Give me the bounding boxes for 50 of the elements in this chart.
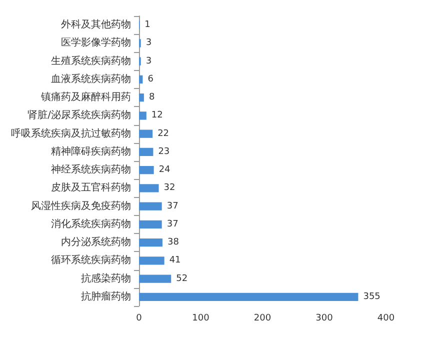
y-tick-label: 循环系统疾病药物	[51, 254, 131, 266]
y-tick-label: 抗肿瘤药物	[81, 290, 131, 302]
data-label: 22	[158, 128, 170, 139]
bar	[139, 93, 144, 102]
data-label: 23	[158, 146, 170, 157]
y-tick-label: 肾脏/泌尿系统疾病药物	[28, 109, 131, 122]
bar	[139, 292, 358, 302]
bar	[139, 256, 164, 265]
bar	[139, 112, 146, 120]
data-label: 8	[148, 92, 155, 103]
data-label: 12	[151, 110, 163, 121]
data-label: 355	[363, 292, 380, 302]
data-label: 1	[144, 20, 150, 30]
data-label: 37	[166, 201, 178, 212]
data-label: 3	[146, 38, 152, 48]
data-label: 32	[164, 183, 176, 194]
y-tick-label: 血液系统疾病药物	[51, 72, 131, 85]
y-tick-label: 镇痛药及麻醉科用药	[40, 91, 131, 104]
data-label: 3	[146, 56, 152, 66]
data-label: 24	[158, 165, 171, 176]
x-tick-label: 100	[192, 314, 210, 324]
bar	[139, 274, 172, 283]
y-tick-label: 呼吸系统疾病及抗过敏药物	[11, 127, 131, 140]
y-tick-label: 医学影像学药物	[61, 36, 131, 49]
y-tick-label: 皮肤及五官科药物	[51, 182, 131, 194]
data-label: 6	[148, 74, 154, 84]
y-tick-label: 外科及其他药物	[61, 18, 131, 31]
y-tick-label: 内分泌系统药物	[61, 236, 131, 248]
y-tick-label: 精神障碍疾病药物	[51, 145, 131, 158]
y-tick-label: 生殖系统疾病药物	[51, 54, 131, 67]
bar	[139, 202, 162, 210]
x-tick-label: 200	[254, 314, 272, 324]
bar	[139, 148, 154, 156]
data-label: 38	[167, 238, 180, 248]
data-label: 37	[166, 219, 178, 230]
y-tick-label: 消化系统疾病药物	[51, 218, 131, 230]
y-tick-label: 风湿性疾病及免疫药物	[31, 200, 131, 212]
y-tick-label: 抗感染药物	[81, 272, 131, 284]
bar	[139, 166, 154, 174]
x-tick-label: 400	[377, 314, 395, 324]
y-tick-label: 神经系统疾病药物	[51, 164, 131, 176]
data-label: 52	[176, 274, 188, 284]
bar	[139, 75, 143, 84]
x-tick-label: 300	[316, 314, 334, 324]
bar	[139, 220, 162, 229]
bar	[139, 238, 162, 247]
x-tick-label: 0	[136, 314, 142, 324]
bar	[139, 184, 159, 192]
bar	[139, 130, 153, 138]
data-label: 41	[169, 256, 181, 266]
